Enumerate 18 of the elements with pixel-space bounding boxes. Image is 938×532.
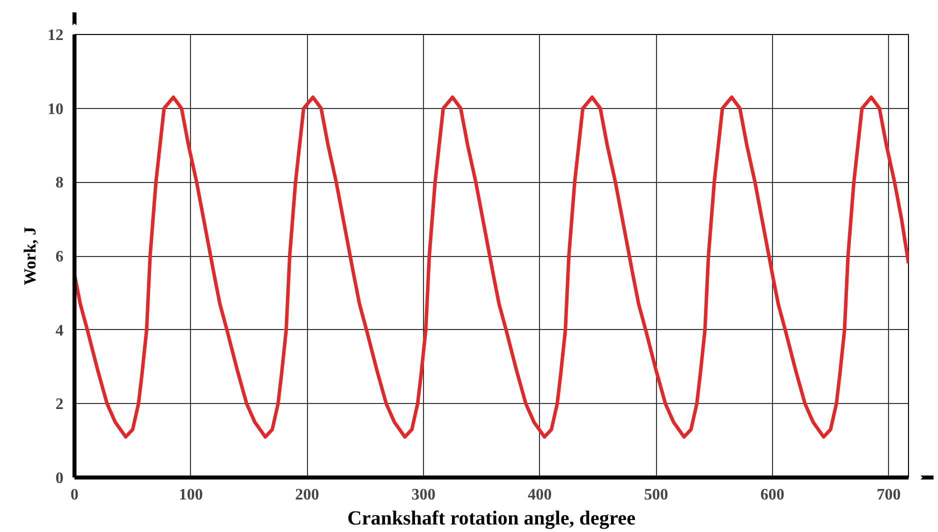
x-tick-label: 600	[760, 486, 784, 504]
y-tick-label: 0	[56, 470, 64, 487]
x-tick-label: 200	[295, 486, 320, 504]
x-axis-title: Crankshaft rotation angle, degree	[347, 508, 636, 530]
y-tick-label: 12	[48, 27, 64, 44]
x-tick-label: 100	[178, 486, 203, 504]
y-tick-label: 4	[56, 322, 64, 340]
line-series	[74, 96, 908, 439]
y-tick-label: 6	[56, 248, 64, 266]
x-tick-label: 0	[70, 486, 78, 504]
y-axis-title: Work, J	[20, 226, 40, 286]
y-tick-label: 2	[56, 396, 64, 414]
y-tick-label: 10	[48, 100, 64, 118]
x-tick-label: 400	[528, 486, 552, 504]
x-tick-label: 500	[644, 486, 668, 504]
y-tick-label: 8	[56, 174, 64, 192]
x-tick-label: 300	[411, 486, 436, 504]
x-tick-label: 700	[876, 486, 901, 504]
